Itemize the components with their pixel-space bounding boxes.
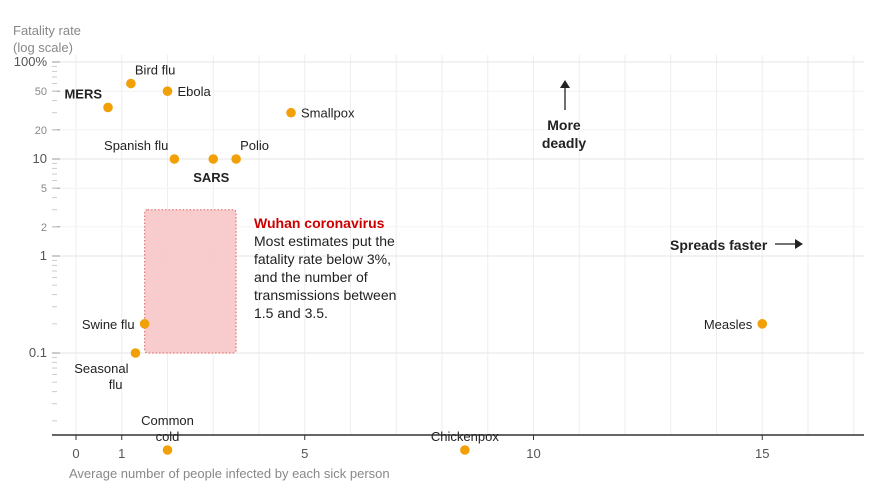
data-point — [130, 348, 141, 358]
y-tick-label: 10 — [33, 151, 47, 166]
x-tick-label: 5 — [301, 446, 308, 461]
coronavirus-annotation-body: Most estimates put the fatality rate bel… — [254, 233, 397, 321]
data-point — [103, 102, 113, 113]
data-point-label: Polio — [240, 138, 269, 153]
data-point — [460, 445, 470, 455]
y-tick-label: 0.1 — [29, 345, 47, 360]
data-point-label: Ebola — [178, 84, 212, 99]
x-tick-label: 10 — [526, 446, 540, 461]
spreads-faster-arrow-head — [795, 239, 803, 249]
data-points: Bird flu MERS Ebola Smallpox Spanish flu SARS… — [64, 63, 768, 455]
data-point-label: Chickenpox — [431, 429, 499, 444]
data-point — [231, 154, 241, 164]
data-point — [208, 154, 219, 164]
data-point-label: Bird flu — [135, 63, 175, 78]
data-point-label: Measles — [704, 317, 753, 332]
data-point — [169, 154, 180, 164]
y-tick-label: 20 — [35, 125, 47, 137]
y-tick-label: 100% — [14, 54, 48, 69]
y-axis-label-line-2: (log scale) — [13, 40, 73, 55]
coronavirus-range-region — [144, 209, 237, 354]
more-deadly-line-2: deadly — [541, 135, 587, 151]
grid-lines — [52, 55, 864, 435]
data-point-label: Smallpox — [301, 106, 355, 121]
x-tick-label: 0 — [72, 446, 79, 461]
y-tick-label: 50 — [35, 86, 47, 98]
y-tick-label: 5 — [41, 183, 47, 195]
y-axis-label: Fatality rate (log scale) — [13, 22, 81, 56]
y-tick-label: 1 — [40, 248, 47, 263]
spreads-faster-callout: Spreads faster — [670, 237, 768, 253]
data-point-label: Seasonal — [74, 361, 128, 376]
data-point-label: flu — [109, 377, 123, 392]
data-point — [126, 78, 136, 89]
x-axis-label: Average number of people infected by eac… — [69, 466, 390, 481]
y-tick-label: 2 — [41, 222, 47, 234]
x-tick-label: 1 — [118, 446, 125, 461]
coronavirus-range-region-layer — [144, 209, 237, 354]
y-axis-label-line-1: Fatality rate — [13, 23, 81, 38]
data-point — [139, 319, 150, 329]
data-point — [162, 86, 173, 96]
direction-arrows — [560, 80, 803, 249]
more-deadly-line-1: More — [547, 117, 581, 133]
more-deadly-callout: More deadly — [534, 116, 594, 152]
data-point-label: SARS — [193, 170, 229, 185]
data-point-label: Swine flu — [82, 317, 135, 332]
more-deadly-arrow-head — [560, 80, 570, 88]
data-point-label: Common — [141, 413, 194, 428]
data-point-label: MERS — [64, 86, 102, 101]
data-point-label: Spanish flu — [104, 138, 168, 153]
data-point-label: cold — [156, 429, 180, 444]
data-point — [286, 107, 296, 118]
coronavirus-annotation-title: Wuhan coronavirus — [254, 215, 385, 231]
x-tick-label: 15 — [755, 446, 769, 461]
data-point — [757, 319, 768, 329]
data-point — [162, 445, 173, 455]
